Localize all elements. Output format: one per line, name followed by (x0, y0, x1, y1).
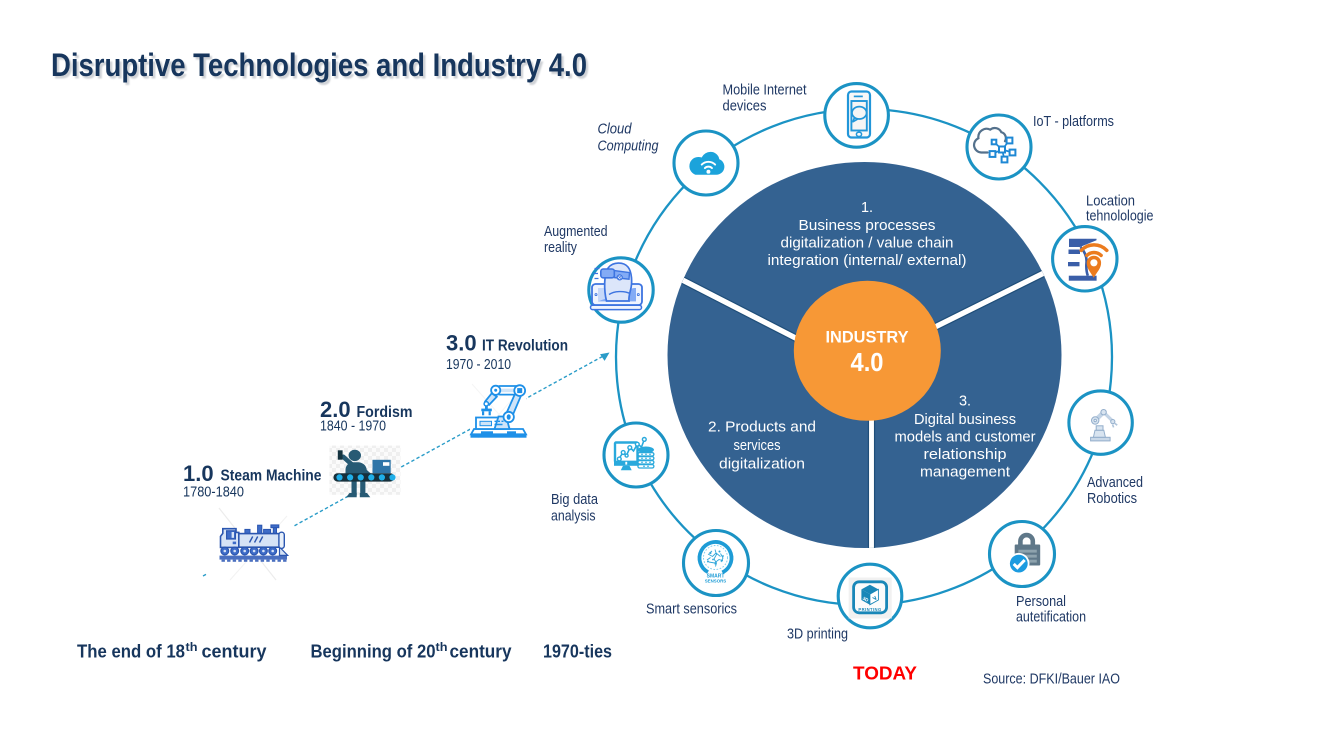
svg-text:relationship: relationship (924, 447, 1007, 463)
svg-text:Business processes: Business processes (799, 218, 936, 234)
svg-text:IT Revolution: IT Revolution (482, 338, 568, 355)
svg-text:Cloud: Cloud (598, 122, 633, 138)
svg-text:analysis: analysis (551, 509, 596, 525)
svg-text:TODAY: TODAY (853, 663, 918, 684)
svg-text:Computing: Computing (598, 139, 660, 155)
svg-text:1780-1840: 1780-1840 (183, 485, 244, 501)
svg-text:Disruptive Technologies and In: Disruptive Technologies and Industry 4.0 (53, 50, 589, 86)
svg-text:3.: 3. (959, 394, 971, 410)
svg-text:Fordism: Fordism (357, 404, 413, 421)
svg-text:reality: reality (544, 240, 578, 256)
svg-text:3D: 3D (862, 596, 870, 603)
svg-text:Augmented: Augmented (544, 224, 608, 240)
svg-text:autetification: autetification (1016, 610, 1086, 626)
svg-text:Robotics: Robotics (1087, 491, 1137, 507)
svg-text:Advanced: Advanced (1087, 475, 1143, 491)
svg-text:th: th (436, 642, 448, 654)
svg-text:Beginning of 20: Beginning of 20 (311, 642, 436, 662)
svg-text:models and customer: models and customer (895, 430, 1036, 446)
svg-text:SENSORS: SENSORS (705, 578, 727, 583)
svg-text:1.0: 1.0 (183, 461, 214, 486)
svg-text:century: century (202, 642, 267, 662)
svg-text:integration (internal/ externa: integration (internal/ external) (768, 253, 967, 269)
svg-text:1840 - 1970: 1840 - 1970 (320, 419, 386, 435)
svg-text:2. Products and: 2. Products and (708, 420, 816, 436)
svg-text:digitalization: digitalization (719, 457, 805, 473)
svg-text:1.: 1. (861, 200, 873, 216)
svg-text:tehnolologie: tehnolologie (1086, 209, 1154, 225)
svg-text:management: management (920, 465, 1010, 481)
svg-text:The end of 18: The end of 18 (77, 642, 185, 662)
svg-text:century: century (450, 642, 512, 662)
svg-text:1970 - 2010: 1970 - 2010 (446, 357, 511, 373)
svg-text:SMART: SMART (707, 573, 725, 579)
svg-text:devices: devices (723, 99, 767, 115)
svg-text:1970-ties: 1970-ties (543, 642, 612, 662)
svg-text:4.0: 4.0 (851, 347, 884, 377)
svg-text:3.0: 3.0 (446, 331, 477, 356)
svg-text:PRINTING: PRINTING (858, 607, 881, 612)
svg-text:IoT - platforms: IoT - platforms (1033, 114, 1114, 130)
svg-text:Location: Location (1086, 194, 1135, 210)
svg-text:Big data: Big data (551, 492, 599, 508)
svg-text:services: services (734, 438, 781, 454)
svg-text:th: th (186, 642, 198, 654)
svg-text:Smart sensorics: Smart sensorics (646, 602, 737, 618)
svg-text:Disruptive Technologies and In: Disruptive Technologies and Industry 4.0 (51, 47, 587, 83)
svg-text:3D printing: 3D printing (787, 627, 848, 643)
svg-text:2.0: 2.0 (320, 397, 351, 422)
svg-text:INDUSTRY: INDUSTRY (826, 328, 910, 347)
svg-text:Steam Machine: Steam Machine (221, 468, 322, 485)
svg-text:digitalization / value chain: digitalization / value chain (781, 236, 954, 252)
svg-text:Personal: Personal (1016, 594, 1066, 610)
svg-text:Mobile Internet: Mobile Internet (723, 83, 807, 99)
svg-text:Digital business: Digital business (914, 412, 1016, 428)
svg-text:Source: DFKI/Bauer IAO: Source: DFKI/Bauer IAO (983, 672, 1120, 688)
